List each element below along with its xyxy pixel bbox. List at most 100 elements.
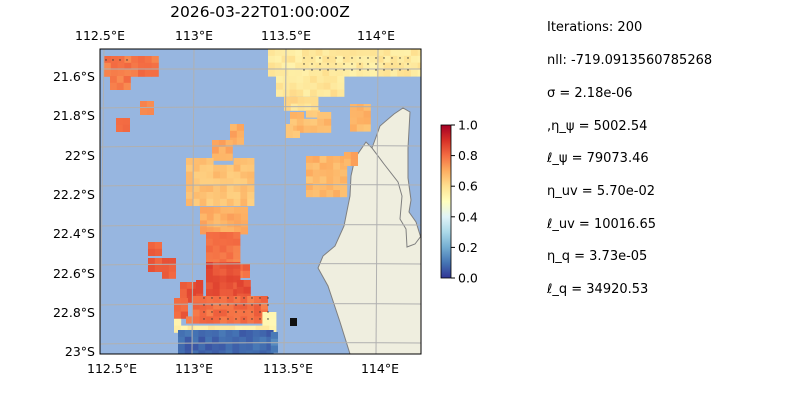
- field-cell: [296, 125, 304, 133]
- field-cell: [324, 112, 332, 120]
- vector-dot: [407, 57, 409, 59]
- colorbar-tick-label: 0.0: [458, 271, 478, 286]
- field-cell: [225, 146, 233, 154]
- field-cell: [212, 140, 220, 148]
- vector-dot: [227, 304, 229, 306]
- field-cell: [363, 69, 371, 77]
- field-cell: [319, 169, 327, 177]
- field-cell: [206, 268, 214, 276]
- field-cell: [148, 258, 156, 266]
- field-cell: [199, 185, 207, 193]
- field-cell: [191, 343, 199, 351]
- field-cell: [178, 350, 186, 354]
- field-cell: [269, 318, 277, 326]
- field-cells: [104, 49, 421, 354]
- field-cell: [220, 227, 228, 235]
- field-cell: [233, 185, 241, 193]
- field-cell: [404, 62, 412, 70]
- vector-dot: [267, 318, 269, 320]
- field-cell: [247, 309, 255, 317]
- vector-dot: [119, 59, 121, 61]
- field-cell: [312, 169, 320, 177]
- field-cell: [306, 169, 314, 177]
- field-cell: [212, 330, 220, 338]
- field-cell: [417, 62, 421, 70]
- vector-dot: [243, 311, 245, 313]
- vector-dot: [105, 59, 107, 61]
- field-cell: [281, 69, 289, 77]
- field-cell: [218, 336, 226, 344]
- field-cell: [212, 262, 220, 270]
- field-cell: [234, 213, 242, 221]
- field-cell: [148, 248, 156, 256]
- field-cell: [417, 69, 421, 77]
- map-title: 2026-03-22T01:00:00Z: [170, 3, 350, 21]
- field-cell: [296, 82, 304, 90]
- vector-dot: [243, 304, 245, 306]
- field-cell: [376, 55, 384, 63]
- vector-dot: [303, 69, 305, 71]
- field-cell: [247, 185, 255, 193]
- field-cell: [240, 192, 248, 200]
- field-cell: [350, 152, 358, 160]
- field-cell: [316, 89, 324, 97]
- field-cell: [276, 76, 284, 84]
- param-ell-psi: ℓ_ψ = 79073.46: [547, 151, 649, 166]
- field-cell: [356, 110, 364, 118]
- field-cell: [390, 69, 398, 77]
- field-cell: [276, 82, 284, 90]
- field-cell: [363, 62, 371, 70]
- field-cell: [236, 130, 244, 138]
- param-eta-psi: ,η_ψ = 5002.54: [547, 119, 648, 134]
- field-cell: [151, 62, 159, 70]
- field-cell: [138, 62, 146, 70]
- field-cell: [288, 69, 296, 77]
- field-cell: [303, 118, 311, 126]
- field-cell: [219, 245, 227, 253]
- field-cell: [154, 264, 162, 272]
- field-cell: [226, 198, 234, 206]
- field-cell: [246, 330, 254, 338]
- field-cell: [363, 117, 371, 125]
- field-cell: [397, 49, 405, 57]
- field-cell: [212, 350, 220, 354]
- vector-dot: [251, 318, 253, 320]
- param-eta-q: η_q = 3.73e-05: [547, 249, 648, 264]
- field-cell: [324, 118, 332, 126]
- field-cell: [230, 130, 238, 138]
- field-cell: [227, 213, 235, 221]
- field-cell: [326, 183, 334, 191]
- field-cell: [154, 242, 162, 250]
- field-cell: [104, 69, 112, 77]
- field-cell: [212, 252, 220, 260]
- field-cell: [252, 330, 260, 338]
- field-cell: [252, 350, 260, 354]
- field-cell: [281, 55, 289, 63]
- field-cell: [282, 82, 290, 90]
- field-cell: [219, 232, 227, 240]
- lat-tick-label: 22.4°S: [53, 226, 95, 241]
- vector-dot: [399, 69, 401, 71]
- vector-dot: [335, 63, 337, 65]
- field-cell: [233, 316, 241, 324]
- vector-dot: [203, 318, 205, 320]
- field-cell: [178, 343, 186, 351]
- field-cell: [340, 183, 348, 191]
- vector-dot: [251, 304, 253, 306]
- field-cell: [180, 325, 188, 333]
- vector-dot: [219, 318, 221, 320]
- field-cell: [350, 158, 358, 166]
- field-cell: [349, 49, 357, 57]
- field-cell: [349, 69, 357, 77]
- vector-dot: [319, 57, 321, 59]
- field-cell: [226, 275, 234, 283]
- field-cell: [199, 192, 207, 200]
- field-cell: [333, 162, 341, 170]
- field-cell: [240, 185, 248, 193]
- vector-dot: [319, 69, 321, 71]
- field-cell: [337, 76, 345, 84]
- field-cell: [206, 309, 214, 317]
- field-cell: [227, 206, 235, 214]
- field-cell: [205, 330, 213, 338]
- field-cell: [186, 288, 194, 296]
